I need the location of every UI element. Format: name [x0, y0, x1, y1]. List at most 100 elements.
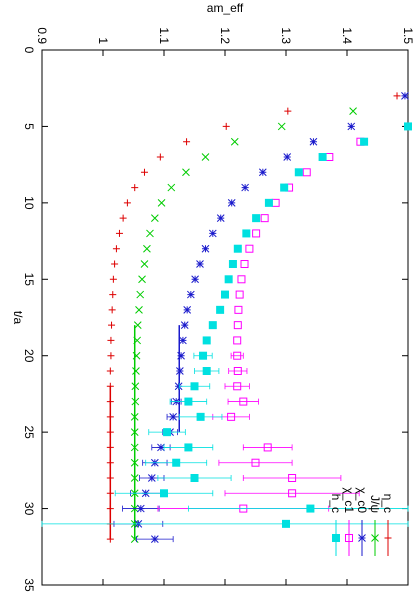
- data-point: [130, 413, 139, 421]
- data-point: [147, 474, 156, 482]
- data-point: [179, 336, 187, 345]
- legend-label: J/ψ: [368, 495, 382, 513]
- data-point: [172, 458, 181, 467]
- data-point: [131, 382, 140, 391]
- data-point: [201, 153, 210, 161]
- x-tick-label: 0: [22, 47, 36, 54]
- data-point: [252, 229, 261, 238]
- legend-marker: [345, 534, 353, 542]
- data-point: [190, 474, 199, 482]
- error-bar: [188, 505, 409, 512]
- data-point: [191, 275, 199, 284]
- data-series: [41, 92, 412, 543]
- data-point: [106, 474, 114, 482]
- data-point: [284, 107, 292, 115]
- data-point: [302, 168, 311, 177]
- data-point: [106, 367, 114, 375]
- data-point: [309, 137, 318, 146]
- data-point: [277, 122, 286, 131]
- data-point: [106, 413, 114, 421]
- data-point: [123, 199, 131, 207]
- data-point: [222, 122, 230, 130]
- axes: 0 5 10 15 20 25 30 35 0.9 1 1.1 1.2 1.3 1.4 1.5: [22, 27, 415, 592]
- data-point: [288, 474, 297, 482]
- data-point: [404, 122, 412, 131]
- x-tick-label: 35: [22, 578, 36, 592]
- data-point: [115, 229, 123, 237]
- data-point: [140, 168, 148, 176]
- y-tick-label: 1.5: [401, 27, 415, 44]
- data-point: [130, 458, 139, 467]
- x-tick-label: 25: [22, 425, 36, 439]
- data-point: [150, 535, 159, 543]
- data-point: [360, 137, 369, 146]
- data-point: [130, 428, 139, 436]
- data-point: [216, 214, 225, 222]
- data-point: [150, 214, 159, 222]
- data-point: [251, 458, 260, 467]
- y-tick-label: 1.4: [340, 27, 354, 44]
- data-point: [136, 504, 145, 513]
- data-point: [230, 137, 239, 146]
- error-bar: [230, 352, 244, 359]
- data-point: [167, 183, 176, 192]
- error-bar: [224, 490, 360, 497]
- y-tick-label: 0.9: [35, 27, 49, 44]
- data-point: [177, 351, 185, 360]
- data-point: [240, 260, 249, 268]
- data-point: [107, 336, 115, 344]
- legend-marker: [371, 534, 379, 542]
- data-point: [182, 168, 190, 177]
- data-point: [186, 290, 195, 299]
- data-point: [108, 321, 116, 329]
- data-point: [133, 336, 142, 345]
- data-point: [169, 413, 178, 421]
- data-point: [106, 535, 114, 543]
- data-point: [306, 504, 315, 513]
- data-point: [196, 260, 204, 268]
- data-point: [233, 382, 242, 391]
- data-point: [234, 305, 243, 314]
- data-point: [318, 153, 327, 161]
- data-point: [106, 398, 114, 406]
- data-point: [183, 138, 191, 146]
- data-point: [184, 397, 193, 406]
- data-point: [288, 489, 297, 498]
- data-point: [109, 291, 117, 299]
- data-point: [221, 290, 229, 299]
- data-point: [241, 183, 249, 192]
- data-point: [106, 489, 114, 497]
- x-axis-label: t/a: [11, 311, 25, 325]
- legend-label: h_c: [329, 494, 343, 513]
- data-point: [106, 382, 114, 390]
- data-point: [106, 428, 114, 436]
- data-point: [107, 352, 115, 360]
- data-point: [199, 351, 208, 360]
- data-point: [201, 244, 210, 253]
- data-point: [180, 321, 189, 329]
- data-point: [233, 351, 242, 360]
- legend-marker: [332, 534, 340, 542]
- data-point: [106, 459, 114, 467]
- data-point: [157, 199, 166, 207]
- data-point: [146, 229, 154, 238]
- data-point: [349, 107, 357, 115]
- data-point: [208, 229, 217, 238]
- data-point: [130, 535, 139, 543]
- x-tick-label: 5: [22, 123, 36, 130]
- legend-marker: [384, 534, 392, 542]
- data-point: [216, 305, 225, 314]
- data-point: [131, 397, 140, 406]
- data-point: [160, 489, 168, 498]
- data-point: [347, 122, 356, 131]
- data-point: [163, 428, 172, 437]
- data-point: [130, 474, 139, 482]
- x-tick-label: 30: [22, 502, 36, 516]
- data-point: [184, 443, 193, 452]
- error-bar: [218, 459, 293, 466]
- data-point: [176, 367, 184, 375]
- data-point: [143, 244, 151, 253]
- data-point: [202, 336, 211, 345]
- data-point: [208, 321, 217, 330]
